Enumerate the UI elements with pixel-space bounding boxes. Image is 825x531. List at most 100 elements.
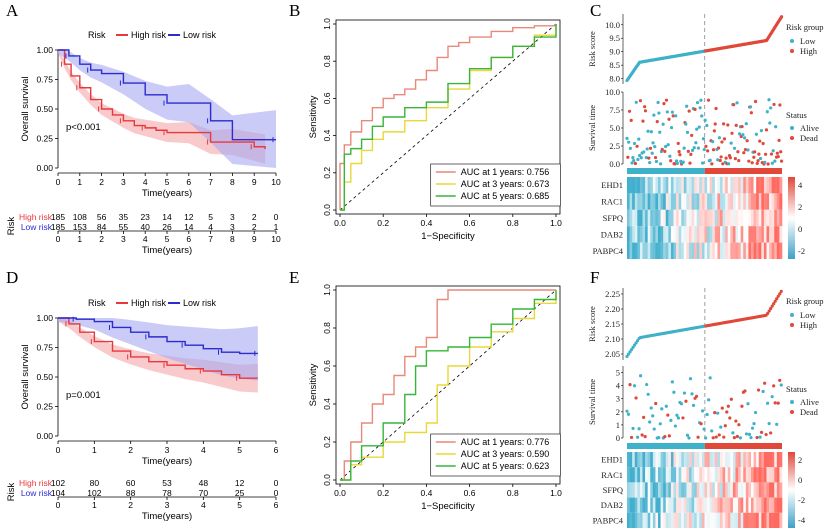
surv-dot — [768, 121, 772, 125]
heatmap-cell — [652, 242, 656, 259]
heatmap-cell — [758, 209, 762, 227]
heatmap-cell — [774, 497, 778, 513]
heatmap-cell — [709, 482, 713, 498]
surv-dot — [732, 436, 736, 440]
group-bar-low — [627, 168, 705, 174]
heatmap-cell — [748, 482, 752, 498]
roc-y-tick-label: 0.0 — [322, 474, 332, 486]
heatmap-cell — [699, 512, 703, 528]
heatmap-cell — [769, 452, 772, 468]
heatmap-row-label: PABPC4 — [593, 515, 624, 525]
heatmap-cell — [745, 512, 749, 528]
risk-panel-f: 2.05 2.10 2.15 2.20 2.25 Risk score Risk group… — [587, 288, 824, 528]
surv-dot — [772, 102, 776, 107]
surv-dot — [756, 388, 761, 392]
surv-dot — [690, 392, 694, 396]
surv-y-tick-label: 5 — [616, 368, 620, 378]
heatmap-cell — [652, 209, 656, 227]
risk-table-tick-label: 1 — [77, 234, 82, 244]
surv-dot — [708, 376, 712, 380]
heatmap-cell — [730, 209, 734, 227]
heatmap-cell — [725, 177, 729, 194]
roc-x-tick-label: 0.0 — [334, 488, 346, 498]
km-plot-a: Risk High risk Low risk0.000.250.500.751.0… — [6, 30, 281, 256]
surv-dot — [631, 156, 635, 160]
roc-x-tick-label: 0.2 — [377, 218, 389, 228]
heatmap-row-label: PABPC4 — [593, 246, 624, 256]
risk-table-tick-label: 0 — [56, 234, 61, 244]
surv-dot — [704, 436, 708, 440]
heatmap-cell — [776, 497, 780, 513]
heatmap-cell — [740, 193, 744, 210]
score-y-title: Risk score — [587, 31, 597, 67]
heatmap-cell — [634, 452, 638, 468]
heatmap-cell — [689, 512, 692, 528]
heatmap-cell — [647, 193, 651, 210]
km-x-tick-label: 5 — [237, 445, 242, 455]
surv-dot — [705, 412, 709, 417]
heatmap-cell — [668, 226, 672, 243]
roc-x-title: 1−Specificity — [421, 501, 475, 512]
heatmap-cell — [696, 497, 700, 513]
heatmap-cell — [652, 482, 656, 498]
roc-x-tick-label: 1.0 — [550, 488, 562, 498]
surv-dot — [766, 401, 770, 405]
heatmap-cell — [748, 242, 752, 259]
surv-dot — [752, 155, 756, 159]
km-y-title: Overall survival — [20, 345, 31, 410]
heatmap-cell — [647, 226, 651, 243]
heatmap-cell — [652, 177, 656, 194]
heatmap-cell — [634, 467, 638, 483]
heatmap-cell — [650, 242, 654, 259]
surv-dot — [776, 155, 780, 159]
heatmap-cell — [642, 242, 646, 259]
surv-dot — [638, 153, 642, 158]
roc-legend-label: AUC at 5 years: 0.685 — [461, 191, 550, 201]
heatmap-cell — [720, 512, 723, 528]
heatmap-cell — [627, 512, 630, 528]
heatmap-cell — [722, 193, 726, 210]
heatmap-cell — [696, 177, 700, 194]
heatmap-cell — [707, 452, 710, 468]
surv-y-tick-label: 0 — [616, 433, 620, 443]
surv-y-tick-label: 2.5 — [609, 141, 620, 151]
heatmap-cell — [717, 242, 721, 259]
heatmap-cell — [637, 193, 641, 210]
heatmap-cell — [707, 226, 710, 243]
heatmap-cell — [745, 226, 749, 243]
heatmap-scale-label: -4 — [798, 515, 806, 525]
score-legend-title: Risk group — [786, 22, 824, 32]
heatmap-cell — [647, 512, 651, 528]
heatmap-cell — [694, 482, 698, 498]
heatmap-cell — [634, 497, 638, 513]
heatmap-cell — [738, 193, 741, 210]
heatmap-cell — [766, 512, 770, 528]
surv-dot — [746, 148, 750, 152]
heatmap-cell — [771, 226, 775, 243]
surv-dot — [703, 118, 707, 122]
heatmap-cell — [720, 177, 723, 194]
surv-dot — [669, 125, 674, 130]
heatmap-cell — [714, 226, 718, 243]
risk-table-cell: 78 — [162, 488, 172, 498]
surv-dot — [670, 380, 674, 384]
surv-dot — [667, 434, 671, 438]
surv-dot — [632, 159, 636, 163]
heatmap-cell — [743, 193, 747, 210]
surv-dot — [698, 106, 702, 110]
surv-dot — [753, 150, 757, 154]
heatmap-cell — [645, 512, 648, 528]
km-x-tick-label: 0 — [56, 177, 61, 187]
heatmap-cell — [694, 177, 698, 194]
surv-dot — [639, 374, 643, 378]
heatmap-cell — [637, 497, 641, 513]
km-x-tick-label: 2 — [99, 177, 104, 187]
heatmap-cell — [730, 226, 734, 243]
surv-dot — [761, 141, 765, 146]
heatmap-cell — [673, 497, 677, 513]
surv-dot — [675, 161, 680, 166]
heatmap-cell — [691, 177, 695, 194]
score-dot — [631, 345, 635, 350]
roc-legend-label: AUC at 1 years: 0.776 — [461, 437, 550, 447]
roc-y-tick-label: 0.8 — [322, 322, 332, 334]
